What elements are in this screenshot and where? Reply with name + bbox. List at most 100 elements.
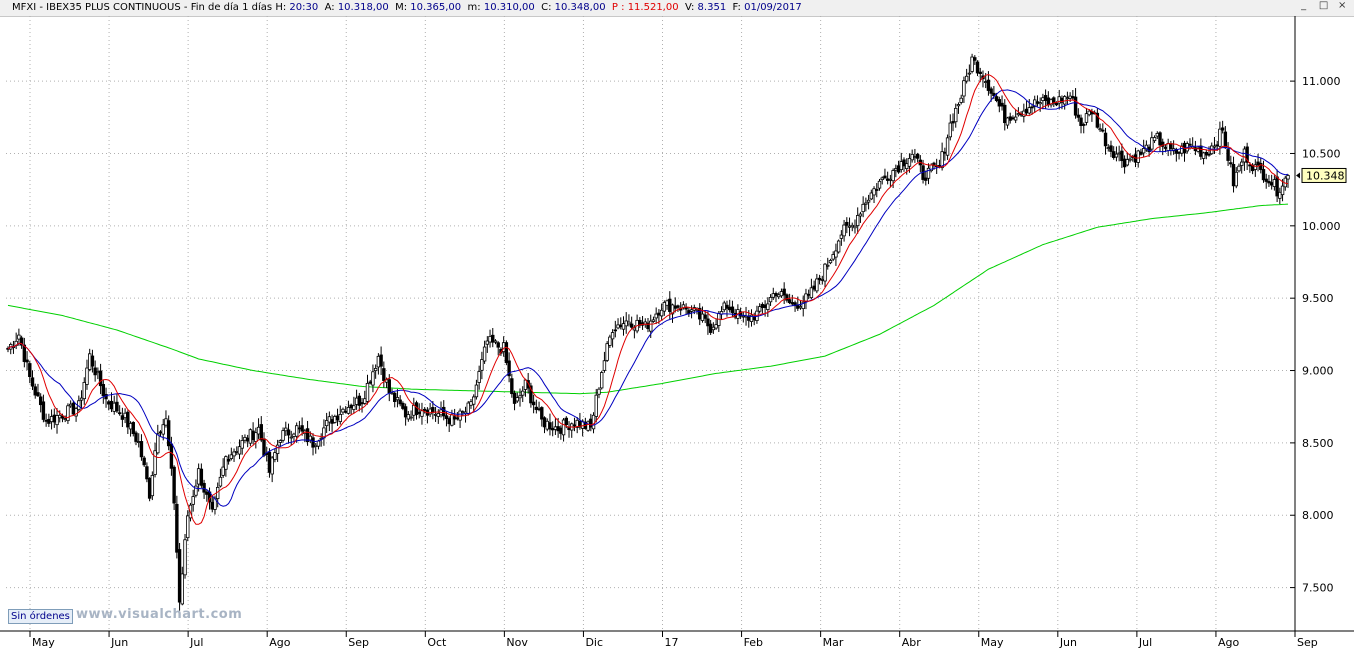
mlow-label: m: — [467, 2, 481, 13]
candle-body — [1109, 145, 1113, 152]
candle — [1052, 96, 1056, 108]
price-axis[interactable]: 7.500 8.000 8.500 9.000 9.500 10.000 10.500 11.… — [1290, 16, 1341, 631]
candle-body — [504, 342, 509, 363]
candle-body — [864, 202, 868, 205]
candle-body — [482, 346, 487, 362]
maximize-button[interactable]: □ — [1318, 0, 1333, 11]
candle-body — [714, 324, 718, 329]
candle-body — [624, 320, 628, 327]
candle — [659, 303, 664, 321]
candle — [1275, 169, 1279, 203]
candle — [877, 178, 882, 191]
candle — [700, 306, 705, 323]
candle-body — [365, 382, 370, 402]
candle — [1033, 95, 1037, 113]
candle-body — [469, 401, 473, 406]
candle — [422, 407, 427, 414]
close-button[interactable]: × — [1338, 0, 1351, 11]
candle — [722, 300, 726, 313]
candle-body — [883, 175, 887, 179]
candle-body — [804, 293, 808, 303]
candle-body — [774, 293, 778, 297]
candle — [782, 282, 786, 305]
candle — [1082, 122, 1086, 134]
candle-body — [472, 396, 476, 405]
candle-body — [540, 407, 544, 420]
candle-body — [85, 367, 89, 385]
candle-body — [300, 425, 304, 432]
candles — [6, 53, 1290, 611]
candle — [393, 391, 397, 408]
candle — [826, 257, 830, 270]
candle — [341, 407, 345, 415]
candle — [888, 174, 893, 188]
candle-body — [1163, 147, 1168, 149]
candle — [651, 316, 656, 323]
candle-body — [237, 446, 242, 455]
candle-body — [1242, 148, 1247, 163]
candle — [395, 389, 400, 408]
candle-body — [766, 303, 770, 310]
candle-body — [305, 428, 310, 442]
slow-moving-average — [7, 203, 1289, 395]
candle-body — [1229, 162, 1233, 165]
candle-body — [673, 305, 677, 309]
candle — [896, 160, 901, 174]
candle-body — [951, 121, 955, 124]
candle — [452, 408, 457, 425]
candle-body — [880, 177, 884, 181]
candle-body — [58, 414, 62, 419]
candlestick-chart[interactable]: 7.500 8.000 8.500 9.000 9.500 10.000 10.500 11.… — [0, 16, 1354, 649]
candle-body — [262, 438, 266, 456]
candle-body — [161, 424, 165, 435]
candle — [567, 421, 571, 438]
candle-body — [93, 367, 97, 376]
candle — [352, 396, 356, 414]
candle — [542, 416, 547, 434]
orders-status-badge[interactable]: Sin órdenes — [8, 609, 73, 624]
candle — [728, 299, 732, 313]
candle — [202, 479, 206, 499]
candle-body — [1275, 176, 1279, 197]
candle-body — [1286, 175, 1290, 180]
candle — [812, 280, 816, 292]
candle-body — [1122, 158, 1127, 168]
minimize-button[interactable]: _ — [1301, 0, 1311, 11]
candle-body — [267, 451, 272, 473]
ma-mid-line — [7, 89, 1289, 507]
candle — [970, 53, 974, 74]
candle — [973, 55, 977, 65]
p-label: P : — [611, 2, 625, 13]
candle-body — [63, 418, 67, 421]
candle-body — [826, 264, 830, 267]
candle — [1158, 131, 1162, 152]
last-price-arrow — [1296, 172, 1300, 179]
candle — [1076, 108, 1080, 122]
candle-body — [368, 381, 372, 384]
candle — [33, 383, 37, 399]
candle-body — [986, 79, 991, 91]
candle — [1136, 149, 1140, 168]
candle-body — [529, 385, 533, 404]
candle — [199, 463, 204, 488]
candle — [872, 186, 876, 204]
candle-body — [591, 414, 596, 430]
candle-body — [703, 314, 707, 319]
candle — [96, 367, 100, 380]
candle — [205, 490, 209, 502]
candle-body — [866, 199, 871, 203]
candle-body — [88, 353, 92, 370]
candle-body — [382, 368, 386, 381]
candle-body — [812, 285, 816, 290]
candle-body — [1125, 159, 1130, 166]
candle — [662, 300, 667, 316]
candle — [676, 304, 680, 312]
candle — [1245, 142, 1249, 170]
candle-body — [970, 56, 974, 72]
time-axis[interactable]: May Jun Jul Ago Sep Oct Nov Dic 17 Feb Mar Abr May Ju… — [0, 630, 1354, 649]
candle — [845, 217, 849, 234]
candle — [19, 335, 24, 349]
candle-body — [66, 405, 70, 422]
candle — [899, 152, 903, 173]
candle — [891, 168, 895, 189]
